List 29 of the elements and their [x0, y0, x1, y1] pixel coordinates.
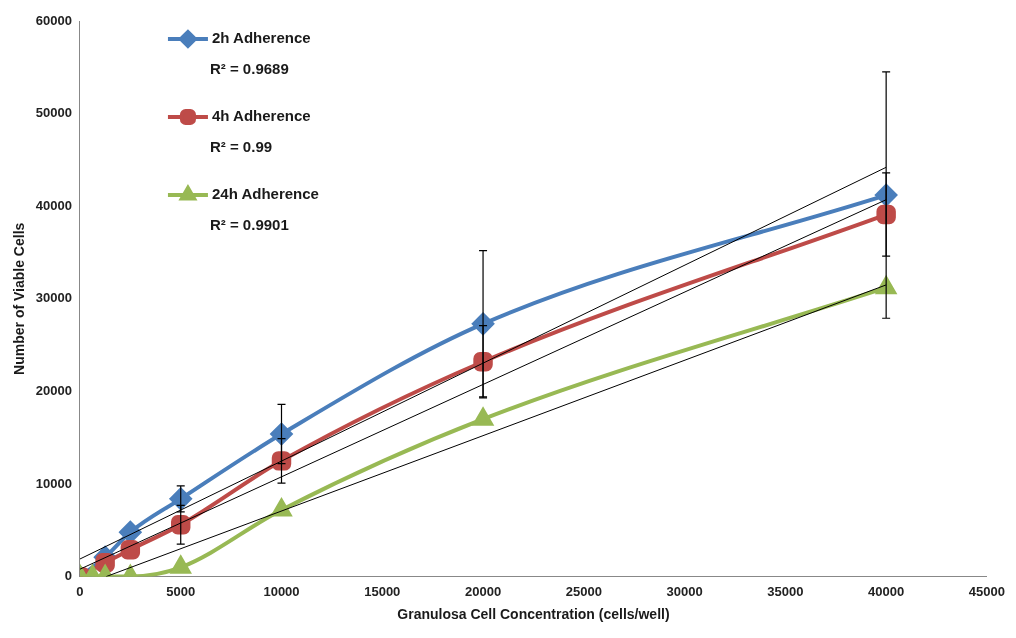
annotation: R² = 0.9689	[209, 60, 289, 78]
x-tick-label: 0	[76, 583, 84, 599]
legend-label: 2h Adherence	[211, 29, 311, 47]
y-tick-label: 20000	[35, 382, 72, 398]
y-axis-title: Number of Viable Cells	[11, 222, 28, 375]
annotation: R² = 0.9901	[209, 216, 289, 234]
x-tick-label: 10000	[263, 583, 300, 599]
y-tick-label: 30000	[35, 290, 72, 306]
y-tick-label: 60000	[35, 12, 72, 28]
x-tick-label: 25000	[565, 583, 602, 599]
point	[876, 204, 896, 225]
y-tick-label: 10000	[35, 475, 72, 491]
point	[473, 408, 493, 426]
x-tick-label: 45000	[968, 583, 1005, 599]
legend-label: 4h Adherence	[211, 107, 311, 125]
y-tick-label: 0	[64, 568, 72, 584]
legend-label: 24h Adherence	[211, 185, 319, 203]
y-tick-label: 40000	[35, 197, 72, 213]
x-axis-title: Granulosa Cell Concentration (cells/well)	[397, 606, 670, 623]
point	[120, 540, 141, 560]
annotation: R² = 0.99	[209, 138, 273, 156]
x-tick-label: 35000	[767, 583, 804, 599]
x-tick-label: 15000	[364, 583, 401, 599]
x-tick-label: 30000	[666, 583, 703, 599]
x-tick-label: 20000	[464, 583, 502, 599]
x-tick-label: 40000	[868, 583, 905, 599]
y-tick-label: 50000	[35, 105, 72, 121]
point	[170, 556, 191, 574]
x-tick-label: 5000	[166, 583, 196, 599]
